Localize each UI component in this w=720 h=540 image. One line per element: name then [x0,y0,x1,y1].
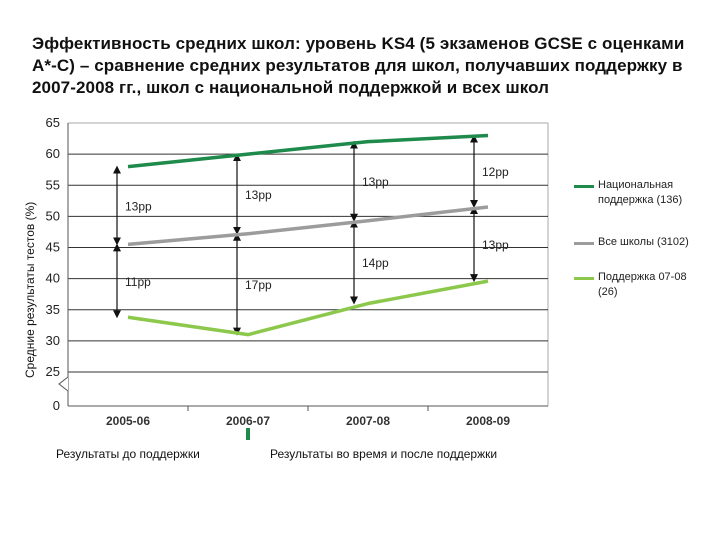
y-axis-label: Средние результаты тестов (%) [23,202,37,378]
y-tick-label: 55 [46,177,60,192]
period-label-before: Результаты до поддержки [56,447,200,461]
period-divider-marker [246,428,250,440]
legend-label-national: Национальная поддержка (136) [598,179,683,206]
gap-label: 12pp [482,165,509,179]
gap-label: 17pp [245,278,272,292]
gap-arrows [113,134,478,336]
axes [58,123,548,440]
y-tick-label: 35 [46,302,60,317]
legend-label-support: Поддержка 07-08 (26) [598,271,687,298]
y-tick-label: 60 [46,146,60,161]
gap-label: 11pp [125,275,151,289]
series-line-all_schools [127,205,489,247]
series-line-national [127,133,489,169]
gridlines [68,122,549,406]
legend-label-all-schools: Все школы (3102) [598,236,689,248]
period-label-after: Результаты во время и после поддержки [270,447,498,461]
y-tick-label: 30 [46,333,60,348]
x-tick-label: 2007-08 [346,414,390,428]
x-tick-label: 2008-09 [466,414,510,428]
gap-label: 13pp [125,199,152,213]
legend-swatch-national [574,185,594,188]
x-tick-label: 2005-06 [106,414,150,428]
x-tick-label: 2006-07 [226,414,270,428]
axis-break-icon [58,376,69,392]
y-tick-label: 0 [53,398,60,413]
gap-label: 13pp [362,175,389,189]
series-line-support [127,279,489,337]
legend-swatch-support [574,277,594,280]
gap-label: 13pp [482,238,509,252]
gap-label: 13pp [245,188,272,202]
y-tick-label: 50 [46,208,60,223]
series-lines [127,133,489,337]
chart-title: Эффективность средних школ: уровень KS4 … [32,34,685,97]
y-tick-label: 25 [46,364,60,379]
legend-swatch-all-schools [574,242,594,245]
y-tick-label: 45 [46,240,60,255]
y-tick-label: 40 [46,271,60,286]
tick-labels: 0 25 30 35 40 45 50 55 60 65 2005-06 2006-07 2007-08… [46,115,511,428]
gap-label: 14pp [362,256,389,270]
y-tick-label: 65 [46,115,60,130]
